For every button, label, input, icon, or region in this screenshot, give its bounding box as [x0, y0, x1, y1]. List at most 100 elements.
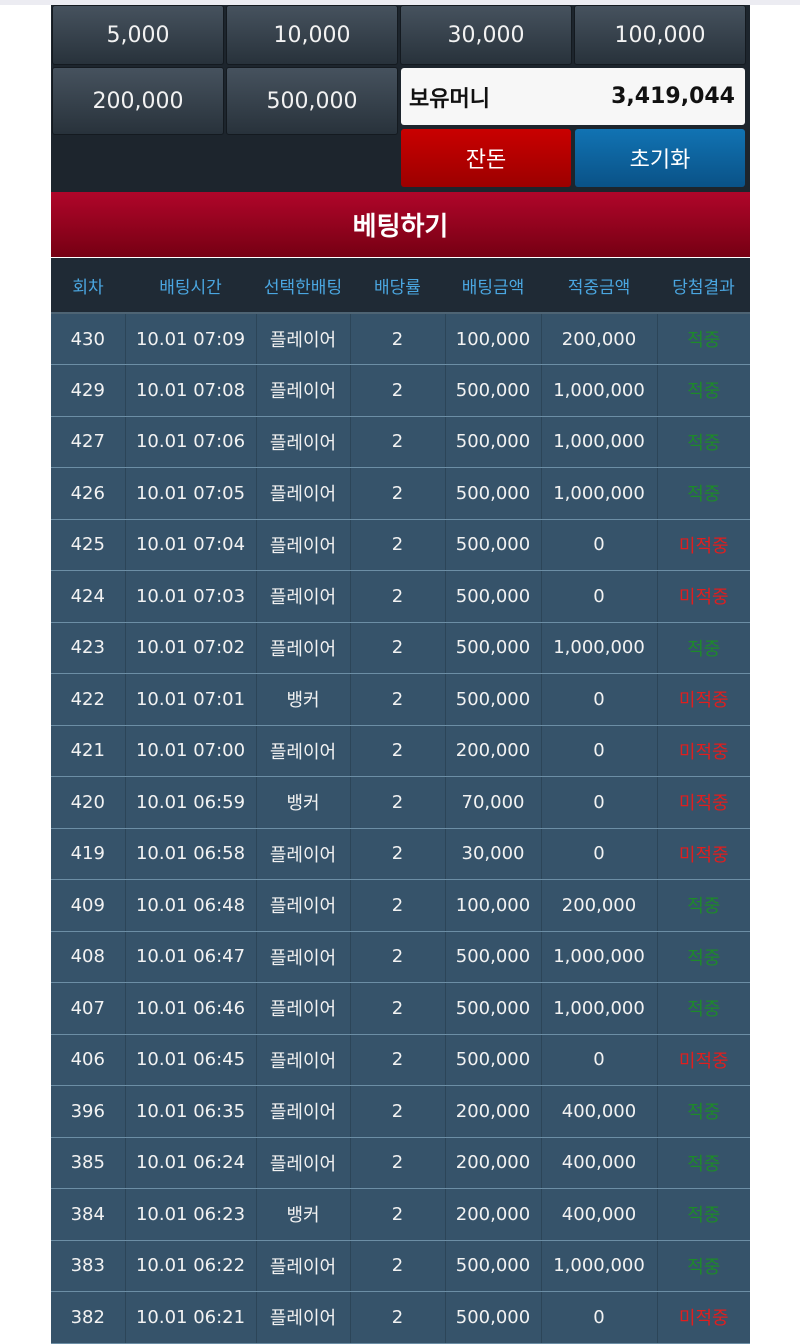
chip-5000-button[interactable]: 5,000 [52, 5, 224, 65]
cell-round: 383 [51, 1240, 126, 1292]
cell-selection: 플레이어 [256, 982, 351, 1035]
chip-200000-button[interactable]: 200,000 [52, 67, 224, 135]
cell-win-amount: 0 [541, 1291, 658, 1344]
cell-time: 10.01 06:22 [125, 1240, 257, 1292]
cell-time: 10.01 07:08 [125, 364, 257, 417]
cell-win-amount: 1,000,000 [541, 416, 658, 468]
cell-odds: 2 [350, 313, 446, 365]
cell-win-amount: 0 [541, 673, 658, 726]
cell-bet-amount: 500,000 [445, 622, 542, 674]
cell-round: 424 [51, 570, 126, 623]
cell-round: 419 [51, 828, 126, 880]
cell-bet-amount: 30,000 [445, 828, 542, 880]
cell-time: 10.01 06:24 [125, 1137, 257, 1189]
cell-round: 425 [51, 519, 126, 571]
cell-result: 적중 [657, 931, 750, 983]
place-bet-button[interactable]: 베팅하기 [51, 192, 750, 257]
cell-time: 10.01 07:06 [125, 416, 257, 468]
cell-result: 적중 [657, 1137, 750, 1189]
header-selection: 선택한배팅 [256, 258, 350, 314]
cell-odds: 2 [350, 1034, 446, 1086]
top-bar [0, 0, 800, 5]
cell-odds: 2 [350, 1240, 446, 1292]
table-row: 429 10.01 07:08 플레이어 2 500,000 1,000,000 적중 [51, 364, 750, 417]
table-row: 421 10.01 07:00 플레이어 2 200,000 0 미적중 [51, 725, 750, 777]
chip-100000-button[interactable]: 100,000 [574, 5, 746, 65]
cell-time: 10.01 06:58 [125, 828, 257, 880]
cell-bet-amount: 500,000 [445, 673, 542, 726]
cell-selection: 플레이어 [256, 364, 351, 417]
cell-selection: 플레이어 [256, 879, 351, 932]
cell-time: 10.01 07:09 [125, 313, 257, 365]
chip-500000-button[interactable]: 500,000 [226, 67, 398, 135]
cell-time: 10.01 06:21 [125, 1291, 257, 1344]
cell-time: 10.01 07:00 [125, 725, 257, 777]
table-row: 383 10.01 06:22 플레이어 2 500,000 1,000,000 적중 [51, 1240, 750, 1292]
cell-bet-amount: 200,000 [445, 1188, 542, 1241]
header-round: 회차 [51, 258, 125, 314]
cell-time: 10.01 07:05 [125, 467, 257, 520]
cell-bet-amount: 200,000 [445, 725, 542, 777]
cell-round: 407 [51, 982, 126, 1035]
cell-selection: 플레이어 [256, 931, 351, 983]
cell-result: 적중 [657, 879, 750, 932]
cell-win-amount: 1,000,000 [541, 931, 658, 983]
cell-result: 미적중 [657, 519, 750, 571]
cell-result: 적중 [657, 622, 750, 674]
table-row: 396 10.01 06:35 플레이어 2 200,000 400,000 적중 [51, 1085, 750, 1138]
table-row: 382 10.01 06:21 플레이어 2 500,000 0 미적중 [51, 1291, 750, 1344]
cell-odds: 2 [350, 1188, 446, 1241]
cell-bet-amount: 100,000 [445, 313, 542, 365]
cell-win-amount: 1,000,000 [541, 622, 658, 674]
cell-odds: 2 [350, 1085, 446, 1138]
cell-win-amount: 0 [541, 570, 658, 623]
cell-win-amount: 400,000 [541, 1085, 658, 1138]
cell-result: 적중 [657, 416, 750, 468]
cell-odds: 2 [350, 1291, 446, 1344]
cell-selection: 플레이어 [256, 313, 351, 365]
cell-bet-amount: 500,000 [445, 467, 542, 520]
reset-button[interactable]: 초기화 [575, 129, 745, 187]
cell-time: 10.01 06:48 [125, 879, 257, 932]
cell-selection: 플레이어 [256, 622, 351, 674]
change-button[interactable]: 잔돈 [401, 129, 571, 187]
chip-10000-button[interactable]: 10,000 [226, 5, 398, 65]
table-row: 408 10.01 06:47 플레이어 2 500,000 1,000,000 적중 [51, 931, 750, 983]
cell-round: 385 [51, 1137, 126, 1189]
cell-win-amount: 0 [541, 828, 658, 880]
cell-odds: 2 [350, 828, 446, 880]
balance-value: 3,419,044 [611, 84, 735, 109]
cell-result: 적중 [657, 1085, 750, 1138]
table-row: 407 10.01 06:46 플레이어 2 500,000 1,000,000 적중 [51, 982, 750, 1035]
cell-time: 10.01 06:59 [125, 776, 257, 829]
table-row: 419 10.01 06:58 플레이어 2 30,000 0 미적중 [51, 828, 750, 880]
cell-selection: 플레이어 [256, 725, 351, 777]
cell-result: 미적중 [657, 673, 750, 726]
cell-round: 426 [51, 467, 126, 520]
cell-round: 429 [51, 364, 126, 417]
cell-bet-amount: 500,000 [445, 570, 542, 623]
cell-result: 미적중 [657, 570, 750, 623]
cell-win-amount: 1,000,000 [541, 982, 658, 1035]
cell-odds: 2 [350, 982, 446, 1035]
cell-time: 10.01 06:23 [125, 1188, 257, 1241]
cell-round: 384 [51, 1188, 126, 1241]
cell-selection: 플레이어 [256, 1291, 351, 1344]
cell-time: 10.01 06:35 [125, 1085, 257, 1138]
header-result: 당첨결과 [657, 258, 750, 314]
cell-result: 적중 [657, 1240, 750, 1292]
balance-display: 보유머니 3,419,044 [401, 68, 745, 125]
cell-bet-amount: 500,000 [445, 1240, 542, 1292]
cell-round: 430 [51, 313, 126, 365]
table-row: 423 10.01 07:02 플레이어 2 500,000 1,000,000 적중 [51, 622, 750, 674]
cell-win-amount: 200,000 [541, 879, 658, 932]
cell-selection: 플레이어 [256, 1240, 351, 1292]
cell-odds: 2 [350, 416, 446, 468]
cell-result: 미적중 [657, 725, 750, 777]
cell-result: 미적중 [657, 776, 750, 829]
cell-odds: 2 [350, 622, 446, 674]
chip-30000-button[interactable]: 30,000 [400, 5, 572, 65]
cell-round: 420 [51, 776, 126, 829]
cell-round: 396 [51, 1085, 126, 1138]
table-row: 426 10.01 07:05 플레이어 2 500,000 1,000,000 적중 [51, 467, 750, 520]
